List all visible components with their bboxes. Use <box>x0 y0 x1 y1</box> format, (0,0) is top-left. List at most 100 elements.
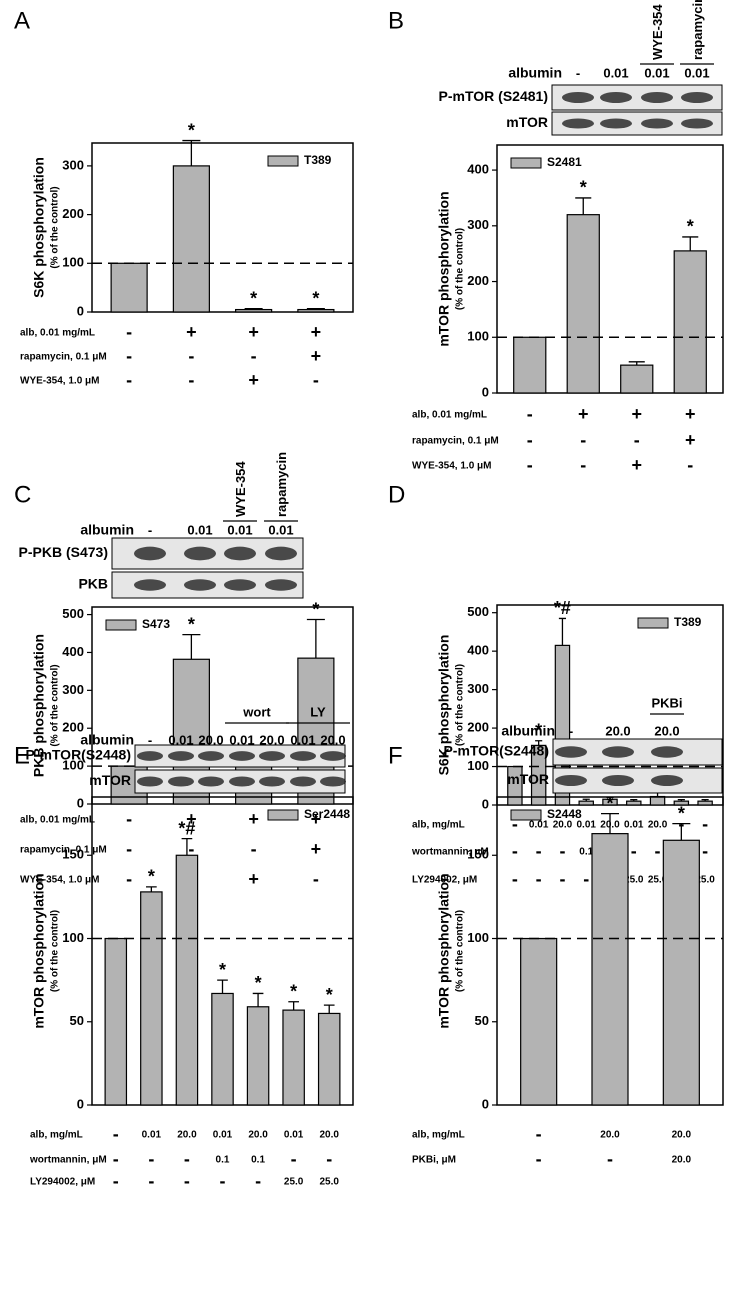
treatment-value: 25.0 <box>284 1177 304 1188</box>
treatment-value: + <box>685 404 696 424</box>
blot-header: albumin <box>508 65 562 81</box>
legend-swatch <box>637 617 669 629</box>
treatment-value: 0.01 <box>142 1130 162 1141</box>
treatment-value: - <box>512 814 518 834</box>
treatment-value: - <box>188 370 194 390</box>
treatment-value: - <box>326 1149 332 1169</box>
y-tick-label: 100 <box>62 255 84 270</box>
treatment-label: rapamycin, 0.1 μM <box>20 845 107 856</box>
blot-band <box>600 92 632 103</box>
lane-label: 20.0 <box>654 723 679 738</box>
significance-mark: * <box>326 985 333 1005</box>
treatment-value: - <box>655 841 661 861</box>
treatment-value: - <box>251 839 257 859</box>
y-tick-label: 150 <box>62 847 84 862</box>
lane-label: 0.01 <box>603 65 628 80</box>
significance-mark: * <box>687 217 694 237</box>
bar <box>626 800 642 806</box>
y-axis-label: S6K phosphorylation <box>31 157 47 298</box>
treatment-value: - <box>687 455 693 475</box>
treatment-value: - <box>291 1149 297 1169</box>
y-tick-label: 500 <box>467 604 489 619</box>
y-tick-label: 0 <box>77 303 84 318</box>
treatment-value: - <box>188 346 194 366</box>
treatment-label: WYE-354, 1.0 μM <box>20 875 99 886</box>
blot-header: albumin <box>501 723 555 739</box>
error-bar <box>244 307 263 310</box>
blot-band <box>290 776 316 787</box>
legend-swatch <box>510 157 542 169</box>
blot-band <box>641 118 673 129</box>
legend-label: S2481 <box>547 155 582 169</box>
y-tick-label: 50 <box>70 1013 84 1028</box>
lane-label: 20.0 <box>605 723 630 738</box>
significance-mark: * <box>188 120 195 140</box>
group-label: rapamycin <box>690 0 705 60</box>
y-tick-label: 0 <box>482 796 489 811</box>
panel: B 0 100 200 300 400 mTOR phosphorylation (% of … <box>388 0 724 475</box>
group-label: WYE-354 <box>233 461 248 517</box>
treatment-value: - <box>559 841 565 861</box>
treatment-value: - <box>527 430 533 450</box>
blot-band <box>229 751 255 761</box>
error-bar <box>217 979 228 994</box>
error-bar <box>182 634 201 660</box>
bar <box>697 800 713 806</box>
blot-band <box>602 775 634 786</box>
blot-row-label: P-mTOR (S2481) <box>439 88 548 104</box>
group-label: rapamycin <box>274 452 289 517</box>
treatment-value: - <box>126 322 132 342</box>
y-tick-label: 300 <box>62 157 84 172</box>
significance-mark: * <box>188 614 195 634</box>
y-tick-label: 0 <box>482 384 489 399</box>
group-label: WYE-354 <box>650 4 665 60</box>
legend-label: Ser2448 <box>304 807 350 821</box>
significance-mark: * <box>678 803 685 823</box>
blot-row-label: PKB <box>78 576 108 592</box>
panel: E 0 50 100 150 mTOR phosphorylation (% of the … <box>14 704 354 1191</box>
lane-label: 0.01 <box>227 522 252 537</box>
y-tick-label: 100 <box>467 758 489 773</box>
error-bar <box>181 837 193 856</box>
y-tick-label: 400 <box>62 644 84 659</box>
blot-band <box>641 92 673 103</box>
blot-band <box>555 775 587 786</box>
bar <box>673 250 707 394</box>
bar <box>566 214 600 394</box>
treatment-value: - <box>113 1149 119 1169</box>
blot-band <box>320 751 346 761</box>
blot-band <box>562 92 594 103</box>
y-axis-label: PKB phosphorylation <box>31 634 47 777</box>
error-bar <box>701 798 709 802</box>
significance-mark: * <box>250 288 257 308</box>
blot-header: albumin <box>80 732 134 748</box>
treatment-value: 20.0 <box>672 1130 692 1141</box>
error-bar <box>582 798 590 802</box>
treatment-label: rapamycin, 0.1 μM <box>20 352 107 363</box>
bar <box>175 854 199 1106</box>
plot-frame <box>496 144 724 394</box>
significance-mark: * <box>312 599 319 619</box>
blot-band <box>265 546 297 561</box>
treatment-label: WYE-354, 1.0 μM <box>412 461 491 472</box>
treatment-value: - <box>255 1171 261 1191</box>
treatment-value: + <box>578 404 589 424</box>
significance-mark: * <box>148 867 155 887</box>
panel-letter: F <box>388 742 403 769</box>
error-bar <box>306 618 325 659</box>
blot-band <box>562 118 594 129</box>
treatment-value: 20.0 <box>248 1130 268 1141</box>
error-bar <box>628 361 645 366</box>
blot-band <box>259 776 285 787</box>
blot-header: albumin <box>80 522 134 538</box>
legend-swatch <box>267 809 299 821</box>
treatment-value: + <box>685 430 696 450</box>
y-tick-label: 100 <box>62 758 84 773</box>
treatment-value: - <box>536 1124 542 1144</box>
treatment-label: alb, mg/mL <box>412 1130 465 1141</box>
treatment-value: + <box>248 370 259 390</box>
blot-row-label: mTOR <box>89 772 131 788</box>
treatment-value: 0.01 <box>576 820 596 831</box>
treatment-value: - <box>188 839 194 859</box>
lane-label: 0.01 <box>644 65 669 80</box>
